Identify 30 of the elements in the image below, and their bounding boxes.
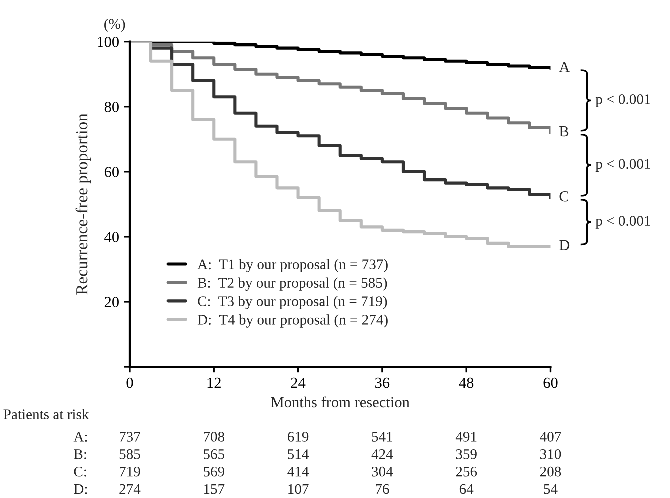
text: D: 274 157 107 76 64 54 [74, 484, 558, 494]
x-tick-label: 12 [208, 378, 221, 388]
x-tick-label: 48 [459, 378, 474, 388]
text: B: 585 565 514 424 359 310 [74, 449, 562, 460]
x-tick-label: 0 [126, 378, 134, 388]
text: A: 737 708 619 541 491 407 [74, 432, 562, 442]
x-tick-label: 24 [291, 378, 306, 388]
text: p < 0.001 [596, 159, 650, 172]
text: (%) [104, 18, 126, 32]
y-tick-label: 60 [104, 167, 119, 178]
text: p < 0.001 [596, 216, 650, 229]
legend-label: C: T3 by our proposal (n = 719) [198, 296, 388, 310]
y-tick-label: 20 [104, 297, 119, 308]
text: B [560, 126, 569, 137]
text: D [560, 240, 570, 250]
legend-label: B: T2 by our proposal (n = 585) [198, 278, 388, 291]
x-axis-title: Months from resection [271, 396, 410, 408]
text: Patients at risk [4, 409, 90, 420]
legend-label: D: T4 by our proposal (n = 274) [198, 314, 388, 328]
y-axis-title: Recurrence-free proportion [76, 114, 92, 295]
x-tick-label: 60 [544, 378, 558, 388]
text: A [559, 62, 570, 72]
text: C: 719 569 414 304 256 208 [74, 466, 562, 477]
y-tick-label: 40 [104, 232, 119, 242]
y-tick-label: 100 [98, 36, 119, 48]
text: C [560, 191, 569, 202]
text: p < 0.001 [596, 94, 650, 108]
y-tick-label: 80 [104, 102, 119, 112]
x-tick-label: 36 [376, 378, 390, 388]
legend-label: A: T1 by our proposal (n = 737) [198, 259, 388, 273]
